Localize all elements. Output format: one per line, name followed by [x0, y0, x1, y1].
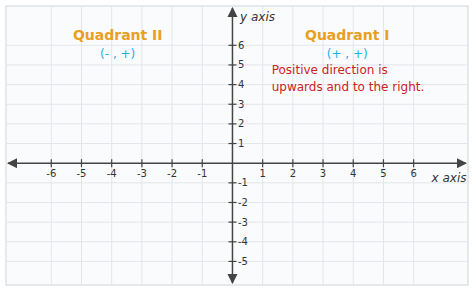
y-tick-label: -3 — [238, 217, 248, 228]
grid-line-x — [383, 6, 384, 285]
x-tick-label: -3 — [137, 168, 147, 179]
x-tick-label: 3 — [320, 168, 326, 179]
annotation: (- , +) — [100, 47, 135, 61]
x-tick-label: 6 — [410, 168, 416, 179]
x-tick-label: -4 — [107, 168, 117, 179]
x-tick — [202, 159, 203, 167]
annotation: Positive direction is — [272, 63, 388, 77]
x-tick-label: 1 — [259, 168, 265, 179]
x-tick-label: -6 — [46, 168, 56, 179]
x-tick — [51, 159, 52, 167]
grid-line-x — [413, 6, 414, 285]
x-tick — [171, 159, 172, 167]
x-tick-label: 2 — [290, 168, 296, 179]
x-tick — [292, 159, 293, 167]
y-tick-label: 4 — [238, 79, 244, 90]
x-tick-label: -5 — [76, 168, 86, 179]
x-tick — [262, 159, 263, 167]
y-tick — [228, 222, 236, 223]
y-tick-label: -2 — [238, 197, 248, 208]
y-tick-label: 5 — [238, 59, 244, 70]
grid-line-x — [141, 6, 142, 285]
y-tick — [228, 64, 236, 65]
y-tick — [228, 202, 236, 203]
annotations: Quadrant II (- , +) Quadrant I (+ , +) Posit… — [73, 27, 424, 94]
x-tick — [353, 159, 354, 167]
y-tick-label: -5 — [238, 256, 248, 267]
y-tick — [228, 261, 236, 262]
y-tick — [228, 84, 236, 85]
annotation: (+ , +) — [327, 47, 368, 61]
x-tick — [111, 159, 112, 167]
y-tick-label: 2 — [238, 118, 244, 129]
y-tick-label: -1 — [238, 177, 248, 188]
grid-line-x — [262, 6, 263, 285]
x-tick — [322, 159, 323, 167]
y-tick — [228, 123, 236, 124]
y-tick — [228, 182, 236, 183]
grid — [6, 6, 468, 285]
x-tick-label: 4 — [350, 168, 356, 179]
y-tick-label: -4 — [238, 236, 248, 247]
x-axis-label: x axis — [431, 171, 467, 185]
y-tick-label: 1 — [238, 138, 244, 149]
annotation: Quadrant I — [305, 27, 389, 43]
x-tick-label: -2 — [167, 168, 177, 179]
x-tick — [413, 159, 414, 167]
x-tick — [81, 159, 82, 167]
grid-line-x — [202, 6, 203, 285]
y-tick — [228, 241, 236, 242]
ticks: -6 -5 -4 -3 -2 -1 1 2 3 4 5 6 -5 -4 -3 -2 -1 1 2 3 4 5 6 — [46, 40, 417, 267]
grid-line-x — [292, 6, 293, 285]
y-tick — [228, 143, 236, 144]
grid-line-x — [51, 6, 52, 285]
grid-line-x — [323, 6, 324, 285]
annotation: upwards and to the right. — [272, 80, 425, 94]
chart-container: -6 -5 -4 -3 -2 -1 1 2 3 4 5 6 -5 -4 -3 -2 -1 1 2 3 4 5 6 x axis… — [0, 0, 474, 291]
y-tick-label: 6 — [238, 40, 244, 51]
y-axis-label: y axis — [239, 10, 275, 24]
plot-frame — [6, 6, 468, 285]
x-axis — [8, 162, 466, 164]
x-tick-label: 5 — [380, 168, 386, 179]
x-tick — [141, 159, 142, 167]
chart: -6 -5 -4 -3 -2 -1 1 2 3 4 5 6 -5 -4 -3 -2 -1 1 2 3 4 5 6 x axis… — [0, 0, 474, 291]
x-tick-label: -1 — [197, 168, 207, 179]
y-tick — [228, 45, 236, 46]
x-tick — [383, 159, 384, 167]
grid-line-x — [172, 6, 173, 285]
y-tick — [228, 104, 236, 105]
grid-line-x — [81, 6, 82, 285]
annotation: Quadrant II — [73, 27, 163, 43]
y-tick-label: 3 — [238, 99, 244, 110]
